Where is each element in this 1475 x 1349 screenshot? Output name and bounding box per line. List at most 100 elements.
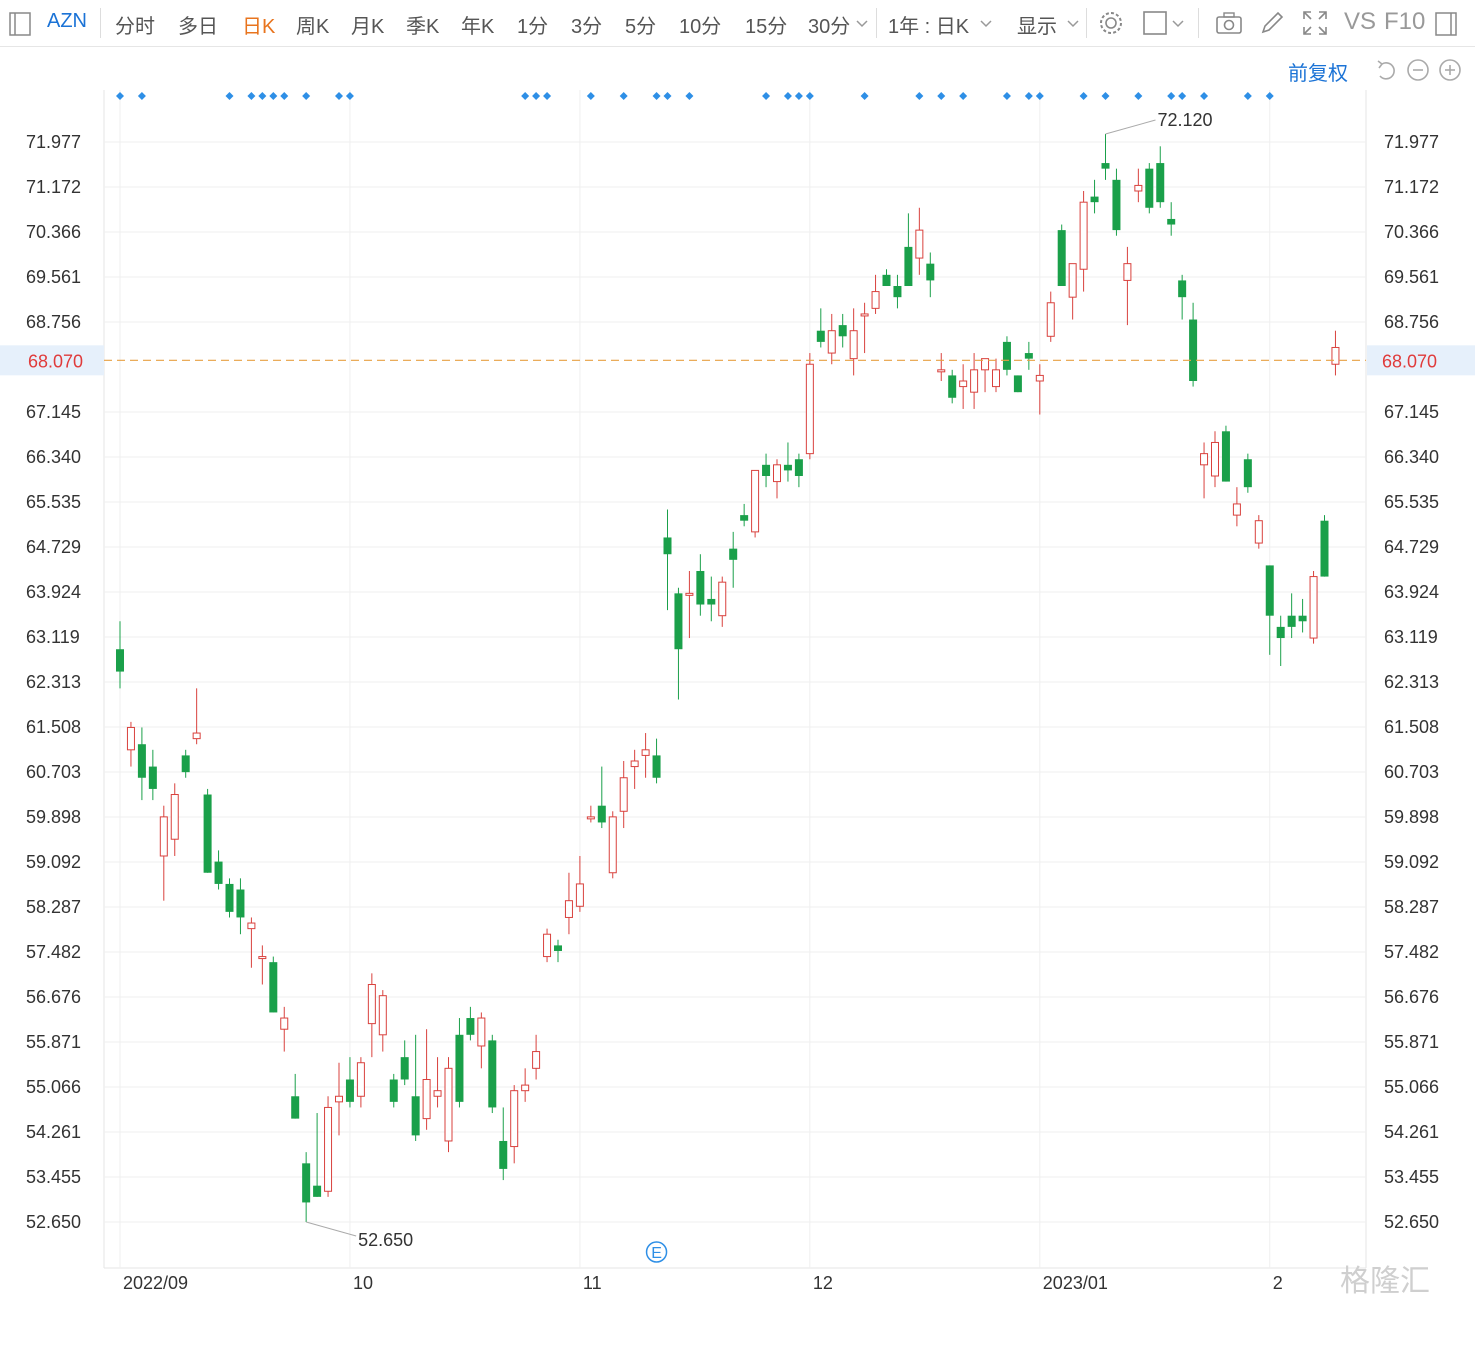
candle-body [1309,576,1318,639]
tab-1min[interactable]: 1分 [517,16,549,38]
signal-marker [959,92,968,100]
candle [783,442,792,482]
y-tick-label-left: 63.924 [26,582,81,602]
candle [893,274,902,309]
y-tick-label-right: 60.703 [1384,762,1439,782]
candle-body [258,956,267,960]
square-icon[interactable] [1140,8,1170,38]
candle-body [1189,319,1198,382]
y-tick-label-left: 64.729 [26,537,81,557]
tab-10min[interactable]: 10分 [679,16,722,38]
candle [586,805,595,823]
zoom-in-icon[interactable] [1438,58,1462,82]
candle-body [1167,218,1176,225]
candle [324,1096,333,1197]
candle [1243,453,1252,493]
candle [1145,163,1154,214]
candle [280,1006,289,1052]
tab-5min[interactable]: 5分 [625,16,657,38]
x-tick-label: 12 [813,1273,833,1293]
toolbar: AZN 分时 多日 日K 周K 月K 季K 年K 1分 3分 5分 10分 15… [0,0,1475,47]
candle-body [1211,441,1219,477]
candle-body [740,515,749,521]
tab-15min[interactable]: 15分 [745,16,788,38]
y-tick-label-left: 66.340 [26,447,81,467]
candle [203,788,212,873]
candle [411,1034,420,1141]
candle [619,760,628,829]
candle [740,503,749,527]
y-tick-label-right: 57.482 [1384,942,1439,962]
candle [422,1029,431,1130]
tab-30min[interactable]: 30分 [808,16,851,38]
x-tick-label: 2023/01 [1043,1273,1108,1293]
y-tick-label-left: 59.898 [26,807,81,827]
x-tick-label: 11 [583,1273,602,1293]
candle [959,364,968,409]
display-select[interactable]: 显示 [1017,16,1057,38]
max-price-label: 72.120 [1158,110,1213,130]
tab-quarterly-k[interactable]: 季K [406,16,440,38]
signal-marker [1035,92,1044,100]
range-select[interactable]: 1年 : 日K [888,16,970,38]
candle [335,1062,343,1136]
tab-3min[interactable]: 3分 [571,16,603,38]
candlestick-chart[interactable]: 71.977 71.172 70.366 69.561 68.756 67.145 66.3… [0,46,1475,1349]
tab-intraday[interactable]: 分时 [115,16,155,38]
candle-body [1265,565,1274,616]
tab-daily-k[interactable]: 日K [242,16,276,38]
candle [970,353,979,409]
panel-right-icon[interactable] [1432,8,1462,38]
candle [181,749,190,778]
y-tick-label-left: 67.145 [26,402,81,422]
fullscreen-icon[interactable] [1300,8,1330,38]
candle-body [181,755,190,773]
gear-icon[interactable] [1096,8,1126,38]
current-price-label-right: 68.070 [1382,351,1437,371]
chevron-down-icon[interactable] [852,8,882,38]
candle [269,956,278,1013]
candle-body [674,593,683,650]
chevron-down-icon[interactable] [976,8,1006,38]
chevron-down-icon[interactable] [1168,8,1198,38]
candle [1046,291,1055,342]
candle [1189,302,1198,387]
camera-icon[interactable] [1214,8,1244,38]
symbol-label[interactable]: AZN [47,10,87,32]
signal-marker [258,92,267,100]
candles [116,134,1340,1222]
y-tick-label-right: 71.977 [1384,132,1439,152]
candle [1090,179,1099,214]
candle [466,1006,475,1041]
tab-weekly-k[interactable]: 周K [296,16,330,38]
candle [816,308,825,348]
undo-icon[interactable] [1374,58,1398,82]
candle [849,308,858,376]
candle-body [1156,163,1165,203]
panel-toggle-icon[interactable] [6,8,36,38]
tab-monthly-k[interactable]: 月K [351,16,385,38]
candle [400,1040,409,1086]
signal-marker [586,92,595,100]
pencil-icon[interactable] [1257,8,1287,38]
watermark: 格隆汇 [1340,1265,1430,1298]
candle-body [663,537,672,555]
candle-body [159,816,168,857]
chevron-down-icon[interactable] [1063,8,1093,38]
candle [170,783,179,856]
tab-multi-day[interactable]: 多日 [178,16,218,38]
y-tick-label-left: 70.366 [26,222,81,242]
zoom-out-icon[interactable] [1406,58,1430,82]
candle [499,1107,508,1181]
candle-body [915,229,924,259]
candle [948,369,957,404]
candle-body [1145,168,1154,208]
x-axis: 2022/09 10 11 12 2023/01 2 [123,1273,1283,1293]
candle-body [608,816,617,874]
candle-body [378,995,387,1036]
f10-button[interactable]: F10 [1384,8,1426,35]
adjust-mode-button[interactable]: 前复权 [1288,63,1348,85]
vs-button[interactable]: VS [1344,8,1377,35]
tab-yearly-k[interactable]: 年K [461,16,495,38]
candle-body [324,1106,333,1192]
